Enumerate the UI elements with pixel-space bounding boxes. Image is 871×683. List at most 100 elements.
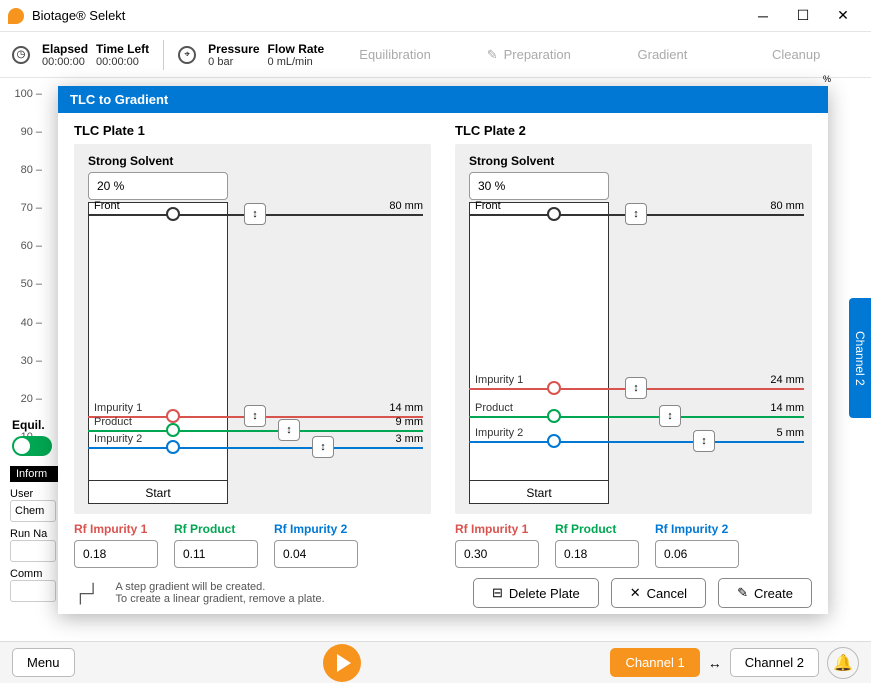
create-button[interactable]: ✎Create [718,578,812,608]
minimize-button[interactable]: ─ [743,0,783,32]
comm-label: Comm [10,568,42,580]
plate-2-imp1-label: Impurity 1 [475,374,523,386]
plate-2-prod-label: Product [475,402,513,414]
plate-2-front-handle[interactable]: ↕ [625,203,647,225]
play-button[interactable] [323,644,361,682]
flow-label: Flow Rate [268,42,325,56]
modal-title: TLC to Gradient [58,86,828,113]
plate-1-imp1-mm: 14 mm [389,402,423,414]
swap-icon[interactable]: ↔ [708,655,722,671]
plate-1-rf-imp1-input[interactable] [74,540,158,568]
plate-2-imp2-mm: 5 mm [777,427,805,439]
plate-1-imp2-mm: 3 mm [396,433,424,445]
notifications-button[interactable]: 🔔 [827,647,859,679]
plate-2-imp2-handle[interactable]: ↕ [693,430,715,452]
user-label: User [10,488,33,500]
maximize-button[interactable]: ☐ [783,0,823,32]
pressure-label: Pressure [208,42,259,56]
plate-1-imp1-handle[interactable]: ↕ [244,405,266,427]
y-tick: 90 – [0,126,42,138]
plate-2-front-mm: 80 mm [770,200,804,212]
plate-1-prod-label: Product [94,416,132,428]
plate-2-title: TLC Plate 2 [455,123,812,138]
menu-button[interactable]: Menu [12,648,75,677]
y-tick: 100 – [0,88,42,100]
plate-2-rf-prod-input[interactable] [555,540,639,568]
plate-1-front-mm: 80 mm [389,200,423,212]
phase-equilibration: Equilibration [332,47,458,62]
plate-1-imp2-handle[interactable]: ↕ [312,436,334,458]
flow-value: 0 mL/min [268,56,313,68]
plate-2-rf-imp2-input[interactable] [655,540,739,568]
info-header: Inform [10,466,60,482]
plate-1-rf-imp1-label: Rf Impurity 1 [74,522,158,536]
cancel-button[interactable]: ✕Cancel [611,578,706,608]
footer-note-1: A step gradient will be created. [116,581,325,593]
plate-2-prod-handle[interactable]: ↕ [659,405,681,427]
plate-1-rf-imp2-input[interactable] [274,540,358,568]
elapsed-value: 00:00:00 [42,56,85,68]
plate-2-solvent-input[interactable] [469,172,609,200]
y-tick: 80 – [0,164,42,176]
y-tick: 70 – [0,202,42,214]
y-tick: 20 – [0,393,42,405]
plate-1-prod-mm: 9 mm [396,416,424,428]
plate-1-front-handle[interactable]: ↕ [244,203,266,225]
plate-2-rf-prod-label: Rf Product [555,522,639,536]
run-input[interactable] [10,540,56,562]
divider [163,40,164,70]
plate-1-title: TLC Plate 1 [74,123,431,138]
plate-2-tlc-area: Start Front↕80 mmImpurity 1↕24 mmProduct… [469,202,804,504]
window-title: Biotage® Selekt [32,8,743,23]
pressure-stat: Pressure 0 bar [208,42,259,68]
elapsed-label: Elapsed [42,42,88,56]
plate-2-imp1-handle[interactable]: ↕ [625,377,647,399]
close-button[interactable]: ✕ [823,0,863,32]
plate-2-imp2-label: Impurity 2 [475,427,523,439]
channel-1-button[interactable]: Channel 1 [610,648,699,677]
plate-1-solvent-input[interactable] [88,172,228,200]
phase-gradient: Gradient [600,47,726,62]
cancel-label: Cancel [647,586,687,601]
gauge-icon: ⌖ [178,46,196,64]
plate-2-start-label: Start [470,486,608,500]
plate-1-rf-prod-input[interactable] [174,540,258,568]
status-bar: ◷ Elapsed 00:00:00 Time Left 00:00:00 ⌖ … [0,32,871,78]
modal-footer: ┌┘ A step gradient will be created. To c… [58,568,828,622]
channel-2-button[interactable]: Channel 2 [730,648,819,677]
delete-icon: ⊟ [492,585,503,601]
footer-note-2: To create a linear gradient, remove a pl… [116,593,325,605]
footer-note: A step gradient will be created. To crea… [116,581,325,605]
plate-2-rf-imp1-input[interactable] [455,540,539,568]
plate-1-rf-imp2-label: Rf Impurity 2 [274,522,358,536]
pencil-icon: ✎ [487,47,498,63]
stopwatch-icon: ◷ [12,46,30,64]
flow-stat: Flow Rate 0 mL/min [268,42,325,68]
phase-preparation: ✎ Preparation [466,47,592,63]
timeleft-value: 00:00:00 [96,56,139,68]
timeleft-stat: Time Left 00:00:00 [96,42,149,68]
plate-1-column: TLC Plate 1 Strong Solvent Start Front↕8… [74,123,431,568]
info-panel: Inform User Run Na Comm [10,466,60,602]
user-input[interactable] [10,500,56,522]
plate-2-start-line [470,480,608,481]
y-tick: 30 – [0,355,42,367]
channel2-tab[interactable]: Channel 2 [849,298,871,418]
step-icon: ┌┘ [74,584,100,602]
plate-2-solvent-label: Strong Solvent [469,154,804,168]
plate-1-prod-handle[interactable]: ↕ [278,419,300,441]
plate-1-rf-prod-label: Rf Product [174,522,258,536]
plate-1-start-label: Start [89,486,227,500]
y-tick: 60 – [0,240,42,252]
plate-2-rf-row: Rf Impurity 1 Rf Product Rf Impurity 2 [455,522,812,568]
plate-2-rect: Start [469,202,609,504]
elapsed-stat: Elapsed 00:00:00 [42,42,88,68]
plate-1-imp2-label: Impurity 2 [94,433,142,445]
run-label: Run Na [10,528,47,540]
comm-input[interactable] [10,580,56,602]
delete-plate-button[interactable]: ⊟Delete Plate [473,578,599,608]
phase-cleanup: Cleanup [733,47,859,62]
equil-toggle[interactable] [12,436,52,456]
y-tick: 40 – [0,317,42,329]
plate-1-rect: Start [88,202,228,504]
